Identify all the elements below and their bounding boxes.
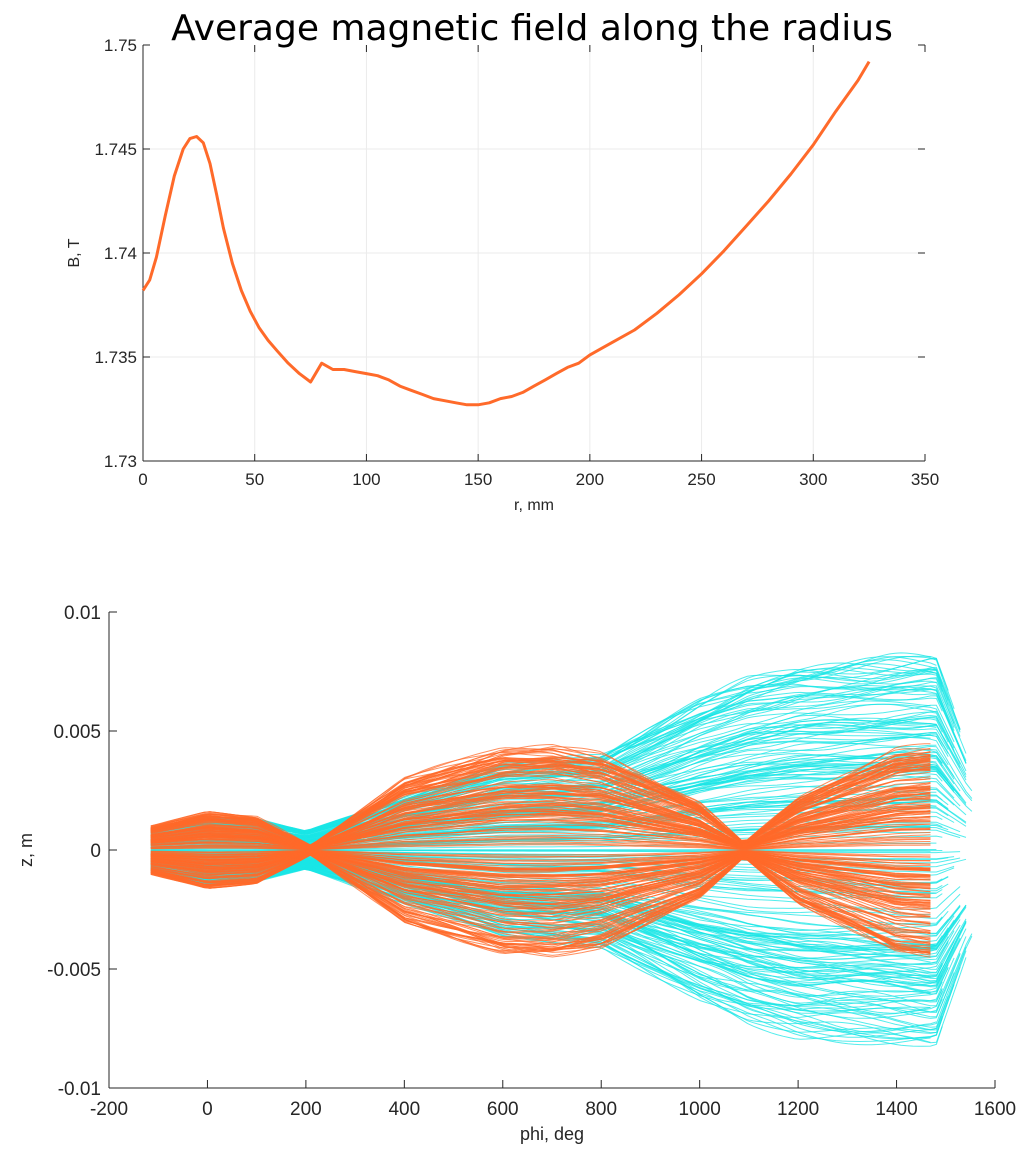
chart2-trajectory-orange xyxy=(150,757,931,847)
chart2-trajectory-orange xyxy=(150,853,931,929)
chart2-trajectory-orange xyxy=(150,853,931,926)
chart2-x-tick-label: 800 xyxy=(585,1099,617,1120)
chart2-y-tick-label: -0.01 xyxy=(58,1079,101,1100)
chart2-trajectory-orange xyxy=(150,851,931,893)
chart2-trajectory-orange xyxy=(150,851,931,898)
chart2-trajectory-orange xyxy=(150,814,931,849)
chart2-trajectory-orange xyxy=(150,786,931,848)
chart2-x-tick-label: 0 xyxy=(202,1099,213,1120)
chart1-x-tick-label: 300 xyxy=(799,470,827,489)
chart2-trajectory-orange xyxy=(150,766,931,847)
chart1-x-tick-label: 200 xyxy=(576,470,604,489)
chart1-y-tick-label: 1.74 xyxy=(104,244,137,263)
chart2-trajectory-orange xyxy=(150,792,931,848)
chart2-trajectory-orange xyxy=(150,781,931,848)
chart2-tick-labels: -200 0 200 400 600 800 1000 1200 1400 1600 -0.01 -0… xyxy=(47,603,1016,1120)
chart2-x-tick-label: 400 xyxy=(388,1099,420,1120)
chart1-y-axis-label: B, T xyxy=(66,238,83,267)
chart2-trajectory-orange xyxy=(150,850,931,870)
chart2-trajectory-orange xyxy=(150,836,931,850)
chart2-axes xyxy=(108,611,996,1089)
chart2-trajectory-orange xyxy=(150,852,931,918)
chart2-trajectory-orange xyxy=(150,851,931,884)
chart1-y-tick-label: 1.745 xyxy=(94,140,137,159)
chart1-x-tick-label: 150 xyxy=(464,470,492,489)
chart2-y-tick-label: 0.005 xyxy=(53,722,101,743)
chart1-series-line xyxy=(141,60,871,407)
chart1-y-tick-label: 1.75 xyxy=(104,36,137,55)
chart2-trajectory-orange xyxy=(150,748,931,846)
chart2-y-axis-label: z, m xyxy=(16,833,36,867)
chart2-trajectory-orange xyxy=(150,852,931,910)
chart1-title: Average magnetic field along the radius xyxy=(171,8,893,49)
chart1-x-axis-label: r, mm xyxy=(514,497,554,514)
chart2-trajectory-orange xyxy=(150,768,931,847)
chart2-trajectory-orange xyxy=(150,819,931,850)
chart1-axes xyxy=(142,44,926,462)
chart1-x-tick-label: 0 xyxy=(138,470,147,489)
chart1-y-tick-label: 1.735 xyxy=(94,348,137,367)
chart2-x-tick-label: 1400 xyxy=(875,1099,917,1120)
chart2-x-tick-label: -200 xyxy=(90,1099,128,1120)
chart2-trajectory-orange xyxy=(150,853,931,933)
chart2-trajectory-orange xyxy=(150,827,931,850)
chart1-y-tick-label: 1.73 xyxy=(104,452,137,471)
chart2-trajectory-orange xyxy=(150,804,931,849)
chart2-x-tick-label: 1600 xyxy=(974,1099,1016,1120)
chart1-tick-labels: 0 50 100 150 200 250 300 350 1.73 1.735 1.74 1.745 1… xyxy=(94,36,939,489)
chart2-trajectory-orange xyxy=(150,795,931,849)
chart1-x-tick-label: 250 xyxy=(687,470,715,489)
chart2-y-tick-label: 0.01 xyxy=(64,603,101,624)
chart2-x-tick-label: 1200 xyxy=(777,1099,819,1120)
chart2-trajectory-orange xyxy=(150,750,931,846)
chart2-trajectory-orange xyxy=(150,851,931,893)
chart2-trajectory-orange xyxy=(150,853,931,946)
chart2-trajectory-orange xyxy=(150,854,931,956)
chart2-x-tick-label: 1000 xyxy=(679,1099,721,1120)
chart-magnetic-field: 0 50 100 150 200 250 300 350 1.73 1.735 1.74 1.745 1… xyxy=(66,8,939,514)
chart1-series xyxy=(141,60,871,407)
chart2-series xyxy=(150,652,973,1047)
chart-particle-trajectories: -200 0 200 400 600 800 1000 1200 1400 1600 -0.01 -0… xyxy=(16,603,1016,1144)
chart2-x-axis-label: phi, deg xyxy=(520,1124,584,1144)
chart2-x-tick-label: 200 xyxy=(290,1099,322,1120)
chart2-trajectory-cyan xyxy=(150,849,937,851)
chart2-y-tick-label: -0.005 xyxy=(47,960,101,981)
chart2-y-tick-label: 0 xyxy=(90,841,101,862)
chart2-trajectory-orange xyxy=(150,853,931,940)
chart2-trajectory-orange xyxy=(150,849,931,861)
chart2-trajectory-orange xyxy=(150,834,931,850)
chart2-x-tick-label: 600 xyxy=(487,1099,519,1120)
chart1-grid xyxy=(143,45,925,461)
chart1-x-tick-label: 100 xyxy=(352,470,380,489)
chart1-x-tick-label: 50 xyxy=(245,470,264,489)
chart2-trajectory-orange xyxy=(150,850,931,878)
chart2-trajectory-cyan xyxy=(150,866,937,1033)
chart2-trajectory-cyan xyxy=(150,694,967,836)
chart2-trajectory-orange xyxy=(150,844,931,851)
chart1-x-tick-label: 350 xyxy=(911,470,939,489)
chart2-trajectory-orange xyxy=(150,852,931,906)
